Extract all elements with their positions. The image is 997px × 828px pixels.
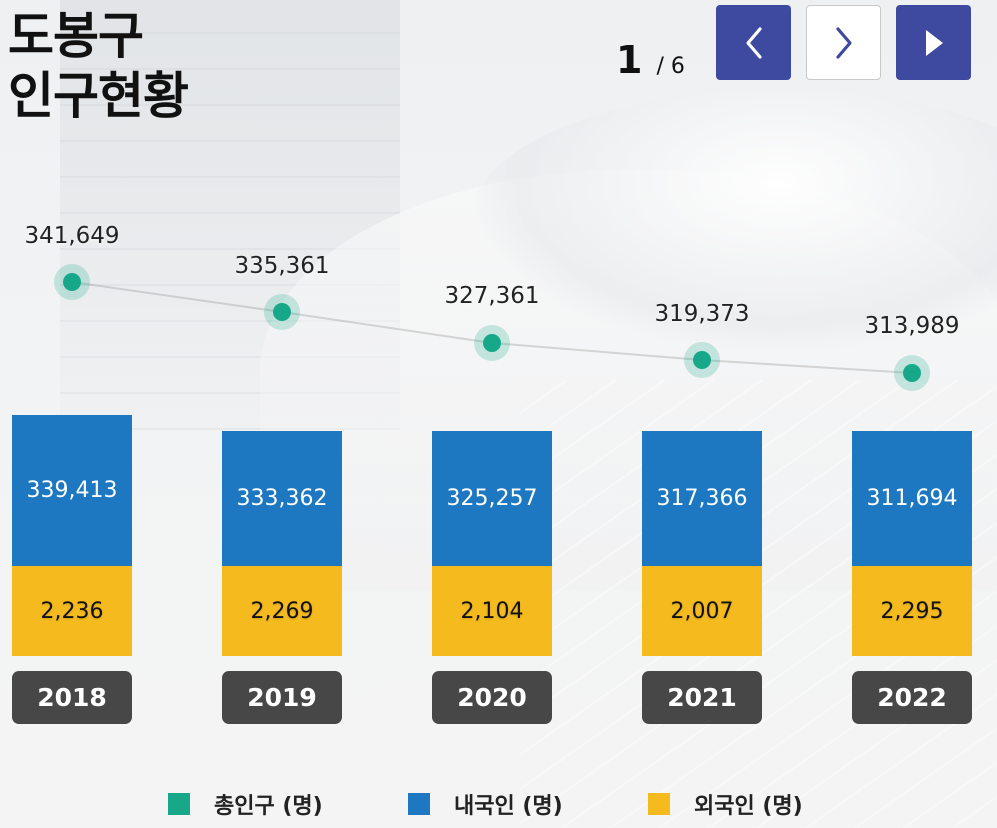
page-indicator: 1 / 6 [616,38,685,82]
legend-label-domestic: 내국인 (명) [454,794,563,819]
total-label-2022: 313,989 [864,313,960,339]
legend-swatch-domestic [408,793,430,815]
current-page: 1 [616,38,643,82]
year-label-2018: 2018 [12,671,132,724]
total-point-2022[interactable] [894,355,930,391]
domestic-bar-2020[interactable]: 325,257 [432,431,552,566]
year-label-2022: 2022 [852,671,972,724]
total-point-2020[interactable] [474,325,510,361]
title-line-2: 인구현황 [8,67,189,125]
total-label-2019: 335,361 [234,253,330,279]
chevron-right-icon [835,26,852,59]
domestic-bar-2021[interactable]: 317,366 [642,431,762,566]
next-button[interactable] [806,5,881,80]
title-line-1: 도봉구 [8,7,144,65]
foreign-bar-2022[interactable]: 2,295 [852,566,972,656]
year-label-2019: 2019 [222,671,342,724]
play-icon [925,29,943,56]
foreign-bar-2020[interactable]: 2,104 [432,566,552,656]
legend-item-domestic[interactable]: 내국인 (명) [408,788,563,820]
year-label-2020: 2020 [432,671,552,724]
foreign-bar-2018[interactable]: 2,236 [12,566,132,656]
legend-swatch-total [168,793,190,815]
play-button[interactable] [896,5,971,80]
legend-swatch-foreign [648,793,670,815]
legend-label-foreign: 외국인 (명) [694,794,803,819]
chart-legend: 총인구 (명) 내국인 (명) 외국인 (명) [0,788,997,820]
domestic-bar-2018[interactable]: 339,413 [12,415,132,566]
total-label-2020: 327,361 [444,283,540,309]
legend-item-foreign[interactable]: 외국인 (명) [648,788,803,820]
page-title: 도봉구 인구현황 [8,6,189,126]
foreign-bar-2021[interactable]: 2,007 [642,566,762,656]
foreign-bar-2019[interactable]: 2,269 [222,566,342,656]
total-point-2021[interactable] [684,342,720,378]
domestic-bar-2022[interactable]: 311,694 [852,431,972,566]
prev-button[interactable] [716,5,791,80]
total-label-2018: 341,649 [24,223,120,249]
total-label-2021: 319,373 [654,301,750,327]
total-point-2019[interactable] [264,294,300,330]
legend-item-total[interactable]: 총인구 (명) [168,788,323,820]
total-pages: / 6 [656,54,685,79]
chevron-left-icon [745,26,762,59]
domestic-bar-2019[interactable]: 333,362 [222,431,342,566]
total-point-2018[interactable] [54,264,90,300]
year-label-2021: 2021 [642,671,762,724]
legend-label-total: 총인구 (명) [214,794,323,819]
